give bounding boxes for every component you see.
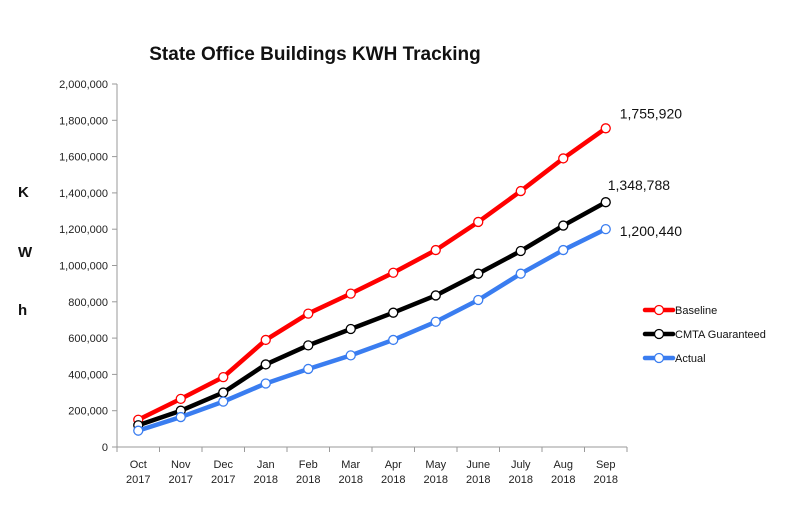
x-tick-label-month: Mar: [341, 459, 360, 471]
data-point: [473, 216, 484, 228]
x-tick-label-month: Aug: [553, 459, 573, 471]
x-tick-label-month: Sep: [596, 459, 616, 471]
data-point: [260, 334, 271, 346]
x-tick-label-year: 2018: [381, 474, 405, 486]
data-point: [133, 425, 144, 436]
data-point: [303, 340, 314, 351]
x-tick-label-month: Oct: [130, 459, 147, 471]
x-tick-label-month: Apr: [385, 459, 402, 471]
legend-swatch-marker: [653, 328, 665, 340]
data-point: [345, 288, 356, 299]
end-value-label: 1,755,920: [620, 105, 682, 121]
x-tick-label-year: 2018: [594, 474, 618, 486]
data-point: [430, 244, 441, 256]
x-tick-label-year: 2018: [551, 474, 575, 486]
series-line-0: [136, 126, 608, 423]
y-tick-label: 800,000: [68, 297, 108, 309]
data-point: [260, 378, 271, 389]
y-tick-label: 1,200,000: [59, 224, 108, 236]
y-tick-label: 200,000: [68, 406, 108, 418]
data-point: [515, 245, 526, 257]
y-axis-label-k: K: [18, 184, 29, 201]
x-tick-label-year: 2018: [424, 474, 448, 486]
y-tick-label: 0: [102, 442, 108, 454]
x-tick-label-month: July: [511, 459, 531, 471]
data-point: [345, 350, 356, 361]
x-tick-label-month: Feb: [299, 459, 318, 471]
legend-label: Actual: [675, 353, 706, 365]
legend-label: Baseline: [675, 305, 717, 317]
data-point: [218, 371, 229, 383]
end-value-label: 1,348,788: [608, 177, 670, 193]
x-tick-label-year: 2018: [509, 474, 533, 486]
data-point: [175, 411, 186, 423]
data-point: [600, 223, 611, 235]
data-point: [430, 290, 441, 301]
data-point: [388, 307, 399, 318]
data-point: [600, 197, 611, 208]
x-tick-label-year: 2017: [169, 474, 193, 486]
data-point: [175, 393, 186, 405]
x-tick-label-month: Dec: [213, 459, 233, 471]
data-point: [303, 363, 314, 375]
data-point: [600, 123, 611, 134]
x-tick-label-month: Jan: [257, 459, 275, 471]
y-axis-label-h: h: [18, 302, 28, 319]
data-point: [558, 220, 569, 231]
y-tick-label: 1,600,000: [59, 152, 108, 164]
data-point: [473, 294, 484, 306]
legend-label: CMTA Guaranteed: [675, 329, 766, 341]
data-point: [218, 396, 229, 407]
data-point: [515, 268, 526, 279]
x-tick-label-month: May: [425, 459, 446, 471]
x-tick-label-year: 2017: [126, 474, 150, 486]
data-point: [430, 316, 441, 327]
y-tick-label: 1,000,000: [59, 261, 108, 273]
chart-title: State Office Buildings KWH Tracking: [149, 44, 481, 65]
data-point: [558, 153, 569, 164]
end-value-label: 1,200,440: [620, 223, 682, 239]
data-point: [345, 323, 356, 335]
data-point: [388, 334, 399, 346]
y-axis-label-w: W: [18, 244, 33, 261]
x-tick-label-year: 2018: [466, 474, 490, 486]
y-tick-label: 1,800,000: [59, 115, 108, 127]
data-point: [388, 267, 399, 278]
x-tick-label-year: 2018: [254, 474, 278, 486]
series-line-1: [136, 199, 608, 428]
data-point: [515, 185, 526, 197]
data-point: [473, 268, 484, 279]
data-point: [303, 308, 314, 319]
y-tick-label: 1,400,000: [59, 188, 108, 200]
series-line-2: [136, 226, 608, 433]
data-point: [260, 359, 271, 370]
x-tick-label-year: 2018: [339, 474, 363, 486]
x-tick-label-month: Nov: [171, 459, 191, 471]
legend-swatch-marker: [653, 352, 665, 364]
y-tick-label: 2,000,000: [59, 79, 108, 91]
legend-swatch-marker: [653, 304, 665, 316]
x-tick-label-month: June: [466, 459, 490, 471]
data-point: [558, 244, 569, 256]
y-tick-label: 600,000: [68, 333, 108, 345]
x-tick-label-year: 2018: [296, 474, 320, 486]
data-point: [218, 387, 229, 398]
x-tick-label-year: 2017: [211, 474, 235, 486]
y-tick-label: 400,000: [68, 369, 108, 381]
